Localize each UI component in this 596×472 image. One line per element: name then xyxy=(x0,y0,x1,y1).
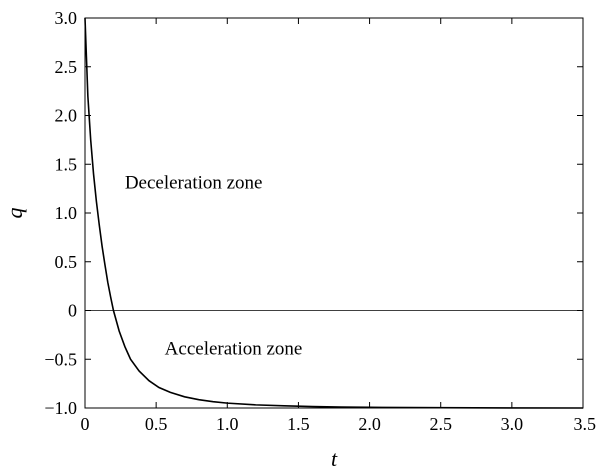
y-axis-label: q xyxy=(2,208,27,219)
x-axis-label: t xyxy=(331,446,338,471)
x-tick-label: 1.0 xyxy=(216,414,239,434)
annotation-label: Acceleration zone xyxy=(165,338,303,359)
x-tick-label: 2.0 xyxy=(358,414,381,434)
plot-frame xyxy=(84,17,584,409)
series-line xyxy=(84,17,584,409)
y-tick-label: 0.5 xyxy=(55,252,78,272)
y-tick-label: 1.0 xyxy=(55,203,78,223)
plot-area-border xyxy=(84,17,584,409)
x-tick-label: 0 xyxy=(81,414,90,434)
y-tick-label: −0.5 xyxy=(44,349,77,369)
x-tick-label: 0.5 xyxy=(145,414,168,434)
x-tick-label: 1.5 xyxy=(287,414,310,434)
y-tick-label: 1.5 xyxy=(55,154,78,174)
annotation-label: Deceleration zone xyxy=(125,173,263,194)
y-tick-label: 2.0 xyxy=(55,106,78,126)
y-tick-label: 3.0 xyxy=(55,8,78,28)
y-tick-label: 0 xyxy=(68,301,77,321)
x-tick-label: 3.0 xyxy=(501,414,524,434)
annotations-group: Deceleration zone Acceleration zone xyxy=(125,173,303,360)
x-tick-label: 2.5 xyxy=(429,414,452,434)
series-group xyxy=(84,17,584,409)
x-tick-label: 3.5 xyxy=(574,414,596,434)
y-tick-label: −1.0 xyxy=(44,398,77,418)
y-axis-ticks: −1.0 −0.5 0 0.5 1.0 1.5 2.0 2.5 3.0 xyxy=(44,8,583,418)
y-tick-label: 2.5 xyxy=(55,57,78,77)
x-axis-ticks: 0 0.5 1.0 1.5 2.0 2.5 3.0 3.5 xyxy=(81,18,596,434)
